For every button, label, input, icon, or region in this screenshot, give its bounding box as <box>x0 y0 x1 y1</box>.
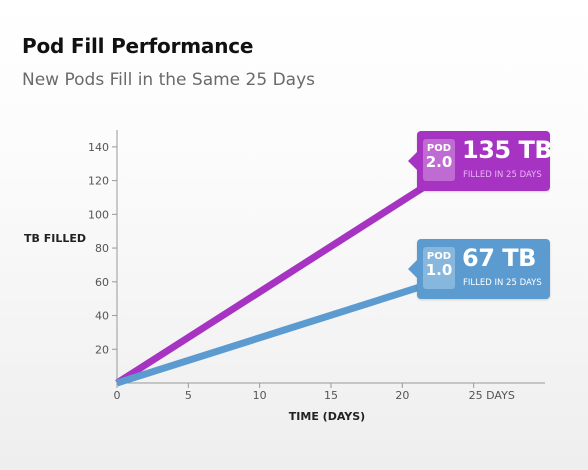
callout-caption: FILLED IN 25 DAYS <box>463 278 542 288</box>
y-tick-label: 80 <box>95 242 109 255</box>
y-tick-label: 60 <box>95 276 109 289</box>
badge-line1: POD <box>426 143 452 154</box>
y-tick-label: 140 <box>88 141 109 154</box>
callout-caption: FILLED IN 25 DAYS <box>463 170 542 180</box>
callout-pointer <box>408 260 417 278</box>
series-line-pod-2 <box>115 152 476 386</box>
series-line-pod-1 <box>115 266 475 387</box>
pod-badge: POD 2.0 <box>423 139 455 181</box>
badge-line2: 1.0 <box>425 260 453 279</box>
x-tick-label: 10 <box>253 389 267 402</box>
chart-subtitle: New Pods Fill in the Same 25 Days <box>22 70 315 90</box>
x-tick-label: 20 <box>395 389 409 402</box>
callout-pod-2: POD 2.0 135 TB FILLED IN 25 DAYS <box>408 131 553 191</box>
x-tick-label: 25 DAYS <box>469 389 515 402</box>
y-tick-label: 20 <box>95 343 109 356</box>
x-tick-label: 0 <box>114 389 121 402</box>
ticks: 20 40 60 80 100 120 140 0 5 10 15 20 25 DAYS <box>88 141 515 402</box>
x-tick-label: 15 <box>324 389 338 402</box>
callout-value: 135 TB <box>462 136 553 164</box>
y-tick-label: 40 <box>95 310 109 323</box>
y-tick-label: 100 <box>88 208 109 221</box>
y-tick-label: 120 <box>88 175 109 188</box>
x-axis-title: TIME (DAYS) <box>289 410 365 423</box>
callout-value: 67 TB <box>462 244 536 272</box>
series-lines <box>115 152 476 387</box>
x-tick-label: 5 <box>185 389 192 402</box>
badge-line2: 2.0 <box>425 152 453 171</box>
badge-line1: POD <box>426 251 452 262</box>
pod-badge: POD 1.0 <box>423 247 455 289</box>
callout-pointer <box>408 152 417 170</box>
y-axis-title: TB FILLED <box>24 232 86 245</box>
chart-title: Pod Fill Performance <box>22 34 254 58</box>
callout-pod-1: POD 1.0 67 TB FILLED IN 25 DAYS <box>408 239 550 299</box>
